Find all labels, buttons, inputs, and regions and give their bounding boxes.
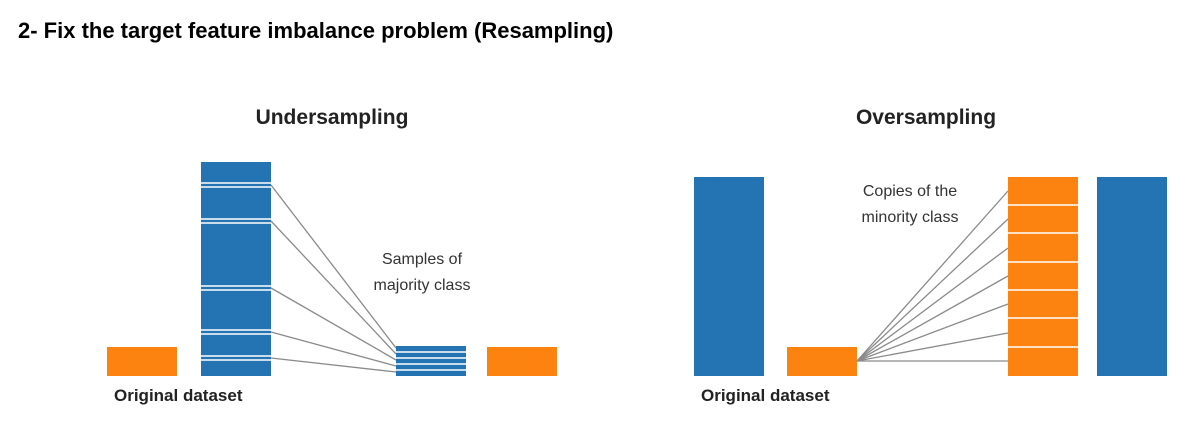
oversampling-caption: Original dataset bbox=[701, 386, 830, 405]
minority-copies-stack bbox=[1008, 177, 1078, 376]
connector-line bbox=[856, 275, 1009, 362]
original-majority-bar bbox=[201, 162, 271, 376]
oversampling-connectors bbox=[856, 190, 1009, 362]
undersampling-panel: Undersampling bbox=[107, 106, 557, 405]
original-majority-bar bbox=[694, 177, 764, 376]
resampled-majority-bar bbox=[1097, 177, 1167, 376]
undersampling-title: Undersampling bbox=[256, 106, 409, 129]
connector-line bbox=[270, 220, 397, 355]
original-minority-bar bbox=[107, 347, 177, 376]
connector-line bbox=[856, 218, 1009, 362]
oversampling-title: Oversampling bbox=[856, 106, 996, 129]
majority-sample-dividers bbox=[201, 182, 271, 361]
undersampling-connectors bbox=[270, 184, 397, 373]
undersampling-annotation-line2: majority class bbox=[374, 277, 471, 294]
connector-line bbox=[856, 190, 1009, 362]
oversampled-minority-bar bbox=[1008, 177, 1078, 376]
connector-line bbox=[270, 331, 397, 367]
oversampling-annotation-line2: minority class bbox=[862, 209, 959, 226]
connector-line bbox=[856, 303, 1009, 362]
connector-line bbox=[270, 357, 397, 373]
undersampled-majority-bar bbox=[396, 346, 466, 376]
undersampled-majority-stack bbox=[396, 346, 466, 376]
connector-line bbox=[856, 332, 1009, 362]
connector-line bbox=[270, 287, 397, 361]
resampled-minority-bar bbox=[487, 347, 557, 376]
page-heading: 2- Fix the target feature imbalance prob… bbox=[18, 18, 614, 43]
connector-line bbox=[270, 184, 397, 349]
connector-line bbox=[856, 247, 1009, 362]
oversampling-annotation-line1: Copies of the bbox=[863, 183, 957, 200]
oversampling-panel: Oversampling Copies of the m bbox=[694, 106, 1167, 405]
original-minority-bar bbox=[787, 347, 857, 376]
undersampling-caption: Original dataset bbox=[114, 386, 243, 405]
undersampling-annotation-line1: Samples of bbox=[382, 251, 463, 268]
